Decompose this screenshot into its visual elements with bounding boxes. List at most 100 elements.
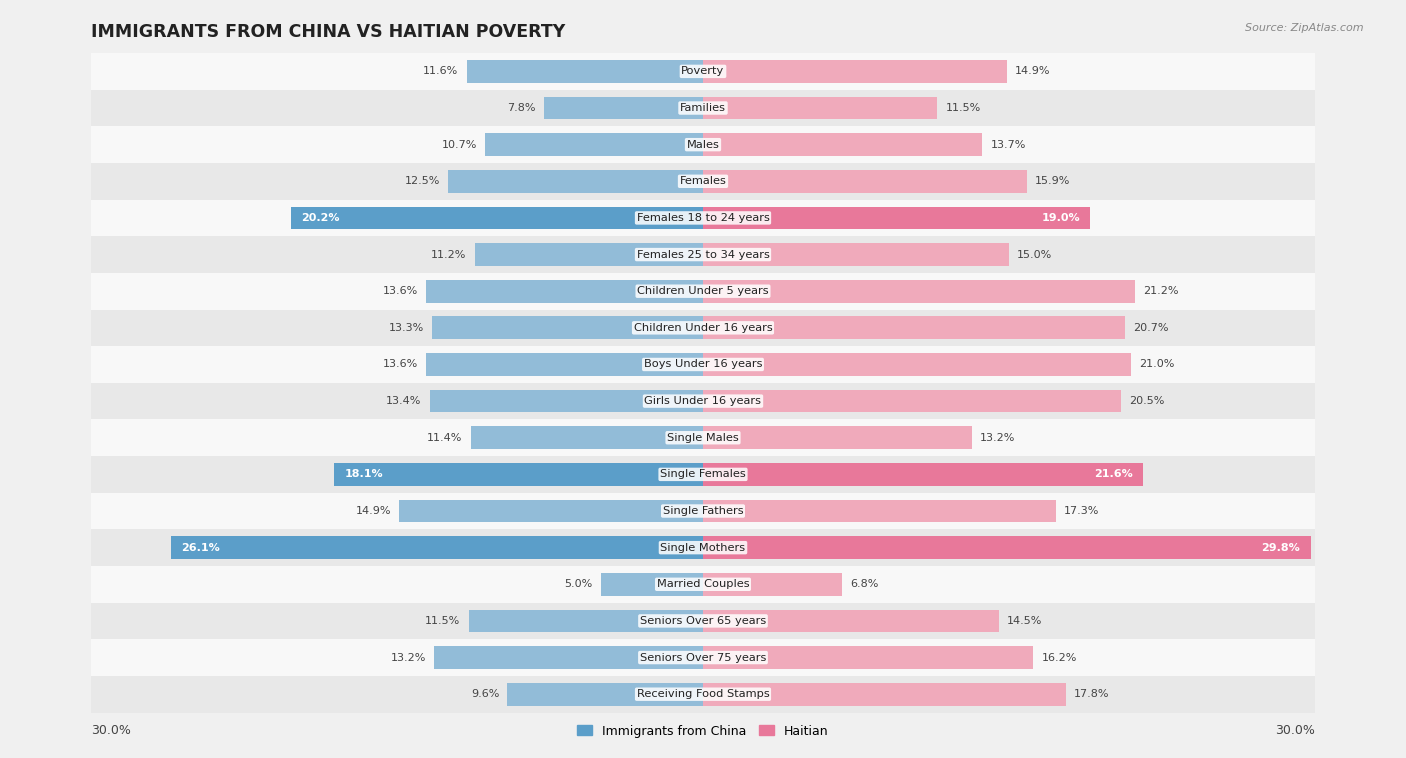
Bar bbox=[91, 639, 1315, 676]
Text: Children Under 16 years: Children Under 16 years bbox=[634, 323, 772, 333]
Bar bbox=[91, 566, 1315, 603]
Bar bbox=[468, 609, 703, 632]
Text: 20.7%: 20.7% bbox=[1133, 323, 1168, 333]
Bar bbox=[703, 170, 1028, 193]
Text: 16.2%: 16.2% bbox=[1042, 653, 1077, 662]
Text: Single Mothers: Single Mothers bbox=[661, 543, 745, 553]
Text: Poverty: Poverty bbox=[682, 67, 724, 77]
Bar bbox=[467, 60, 703, 83]
Bar bbox=[91, 199, 1315, 236]
Text: 13.7%: 13.7% bbox=[990, 139, 1026, 149]
Bar bbox=[91, 163, 1315, 199]
Bar bbox=[91, 236, 1315, 273]
Bar bbox=[485, 133, 703, 156]
Text: Girls Under 16 years: Girls Under 16 years bbox=[644, 396, 762, 406]
Text: 9.6%: 9.6% bbox=[471, 689, 499, 699]
Text: Seniors Over 75 years: Seniors Over 75 years bbox=[640, 653, 766, 662]
Text: Single Males: Single Males bbox=[666, 433, 740, 443]
Text: 17.8%: 17.8% bbox=[1074, 689, 1109, 699]
Text: 17.3%: 17.3% bbox=[1064, 506, 1099, 516]
Bar bbox=[434, 647, 703, 669]
Bar bbox=[703, 683, 1066, 706]
Bar bbox=[703, 60, 1007, 83]
Text: 20.2%: 20.2% bbox=[301, 213, 340, 223]
Bar bbox=[91, 383, 1315, 419]
Bar bbox=[91, 603, 1315, 639]
Bar bbox=[91, 309, 1315, 346]
Bar bbox=[703, 243, 1010, 266]
Text: 13.6%: 13.6% bbox=[382, 287, 418, 296]
Text: Single Fathers: Single Fathers bbox=[662, 506, 744, 516]
Legend: Immigrants from China, Haitian: Immigrants from China, Haitian bbox=[572, 719, 834, 743]
Text: 26.1%: 26.1% bbox=[181, 543, 219, 553]
Bar bbox=[703, 427, 972, 449]
Text: 15.0%: 15.0% bbox=[1017, 249, 1052, 259]
Text: Receiving Food Stamps: Receiving Food Stamps bbox=[637, 689, 769, 699]
Text: 30.0%: 30.0% bbox=[91, 724, 131, 737]
Bar bbox=[399, 500, 703, 522]
Bar bbox=[91, 493, 1315, 529]
Text: 5.0%: 5.0% bbox=[565, 579, 593, 589]
Text: 21.0%: 21.0% bbox=[1139, 359, 1174, 369]
Bar bbox=[703, 500, 1056, 522]
Text: Families: Families bbox=[681, 103, 725, 113]
Bar bbox=[475, 243, 703, 266]
Bar bbox=[703, 353, 1130, 376]
Bar bbox=[703, 537, 1310, 559]
Text: 30.0%: 30.0% bbox=[1275, 724, 1315, 737]
Text: Females: Females bbox=[679, 177, 727, 186]
Bar bbox=[426, 353, 703, 376]
Bar bbox=[91, 676, 1315, 713]
Bar bbox=[449, 170, 703, 193]
Text: 14.9%: 14.9% bbox=[356, 506, 391, 516]
Text: Source: ZipAtlas.com: Source: ZipAtlas.com bbox=[1246, 23, 1364, 33]
Bar bbox=[703, 207, 1091, 229]
Text: 10.7%: 10.7% bbox=[441, 139, 477, 149]
Text: Boys Under 16 years: Boys Under 16 years bbox=[644, 359, 762, 369]
Bar bbox=[426, 280, 703, 302]
Text: 18.1%: 18.1% bbox=[344, 469, 382, 479]
Text: 20.5%: 20.5% bbox=[1129, 396, 1164, 406]
Text: 21.6%: 21.6% bbox=[1094, 469, 1133, 479]
Bar bbox=[91, 53, 1315, 89]
Bar bbox=[91, 346, 1315, 383]
Text: 11.5%: 11.5% bbox=[946, 103, 981, 113]
Text: 13.2%: 13.2% bbox=[980, 433, 1015, 443]
Bar bbox=[703, 97, 938, 119]
Bar bbox=[703, 463, 1143, 486]
Bar bbox=[91, 529, 1315, 566]
Text: 11.5%: 11.5% bbox=[425, 616, 460, 626]
Bar bbox=[91, 127, 1315, 163]
Bar bbox=[703, 133, 983, 156]
Text: 14.5%: 14.5% bbox=[1007, 616, 1042, 626]
Text: 12.5%: 12.5% bbox=[405, 177, 440, 186]
Text: 11.6%: 11.6% bbox=[423, 67, 458, 77]
Text: 13.6%: 13.6% bbox=[382, 359, 418, 369]
Bar bbox=[471, 427, 703, 449]
Text: 19.0%: 19.0% bbox=[1042, 213, 1080, 223]
Text: 11.4%: 11.4% bbox=[427, 433, 463, 443]
Bar bbox=[91, 456, 1315, 493]
Bar bbox=[703, 573, 842, 596]
Text: Males: Males bbox=[686, 139, 720, 149]
Text: 6.8%: 6.8% bbox=[849, 579, 879, 589]
Bar bbox=[703, 609, 998, 632]
Text: Single Females: Single Females bbox=[661, 469, 745, 479]
Bar bbox=[91, 273, 1315, 309]
Text: 14.9%: 14.9% bbox=[1015, 67, 1050, 77]
Text: 15.9%: 15.9% bbox=[1035, 177, 1071, 186]
Text: Females 25 to 34 years: Females 25 to 34 years bbox=[637, 249, 769, 259]
Text: 21.2%: 21.2% bbox=[1143, 287, 1178, 296]
Text: Seniors Over 65 years: Seniors Over 65 years bbox=[640, 616, 766, 626]
Bar bbox=[335, 463, 703, 486]
Bar bbox=[172, 537, 703, 559]
Bar bbox=[544, 97, 703, 119]
Bar bbox=[703, 390, 1121, 412]
Text: 7.8%: 7.8% bbox=[508, 103, 536, 113]
Text: 13.2%: 13.2% bbox=[391, 653, 426, 662]
Text: 13.3%: 13.3% bbox=[388, 323, 423, 333]
Bar bbox=[602, 573, 703, 596]
Bar bbox=[703, 280, 1135, 302]
Bar bbox=[432, 317, 703, 339]
Bar bbox=[91, 419, 1315, 456]
